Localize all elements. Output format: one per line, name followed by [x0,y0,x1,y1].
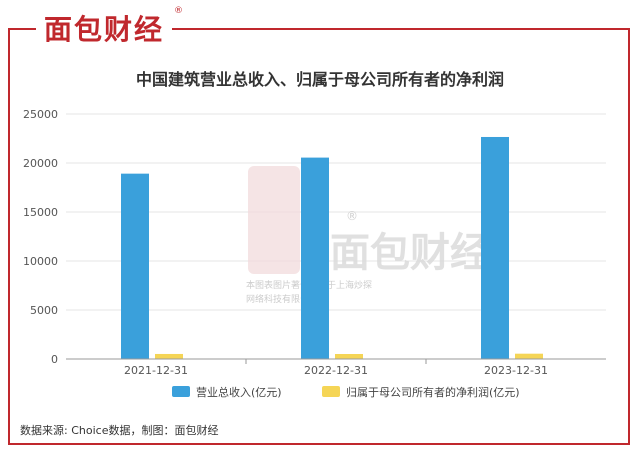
y-tick-label: 5000 [30,304,58,317]
y-tick-label: 15000 [23,206,58,219]
bar-revenue [301,157,329,359]
watermark-reg: ® [346,209,358,223]
brand-logo: 面包财经 [36,8,172,48]
chart-title: 中国建筑营业总收入、归属于母公司所有者的净利润 [135,70,504,89]
bar-net-profit [155,353,183,359]
legend-swatch [172,386,190,397]
watermark-logo-text: 面包财经 [330,230,490,276]
y-tick-label: 10000 [23,255,58,268]
legend-label: 营业总收入(亿元) [196,385,282,399]
bar-revenue [121,173,149,359]
watermark-copyright-line2: 网络科技有限公司 [246,293,318,305]
registered-mark: ® [174,6,183,16]
chart-frame [8,28,630,445]
bar-net-profit [335,354,363,359]
brand-logo-text: 面包财经 [43,13,164,46]
x-tick-label: 2022-12-31 [304,364,368,377]
x-tick-label: 2021-12-31 [124,364,188,377]
y-tick-label: 0 [51,353,58,366]
x-tick-label: 2023-12-31 [484,364,548,377]
bar-revenue [481,136,509,359]
data-source-note: 数据来源: Choice数据，制图：面包财经 [20,424,219,437]
watermark: 面包财经 ® 本图表图片著作权属于上海炒探 网络科技有限公司 [246,166,490,305]
y-tick-label: 20000 [23,157,58,170]
y-tick-label: 25000 [23,108,58,121]
legend-swatch [322,386,340,397]
watermark-logo-block [248,166,300,274]
legend-label: 归属于母公司所有者的净利润(亿元) [346,385,520,399]
bar-net-profit [515,353,543,359]
